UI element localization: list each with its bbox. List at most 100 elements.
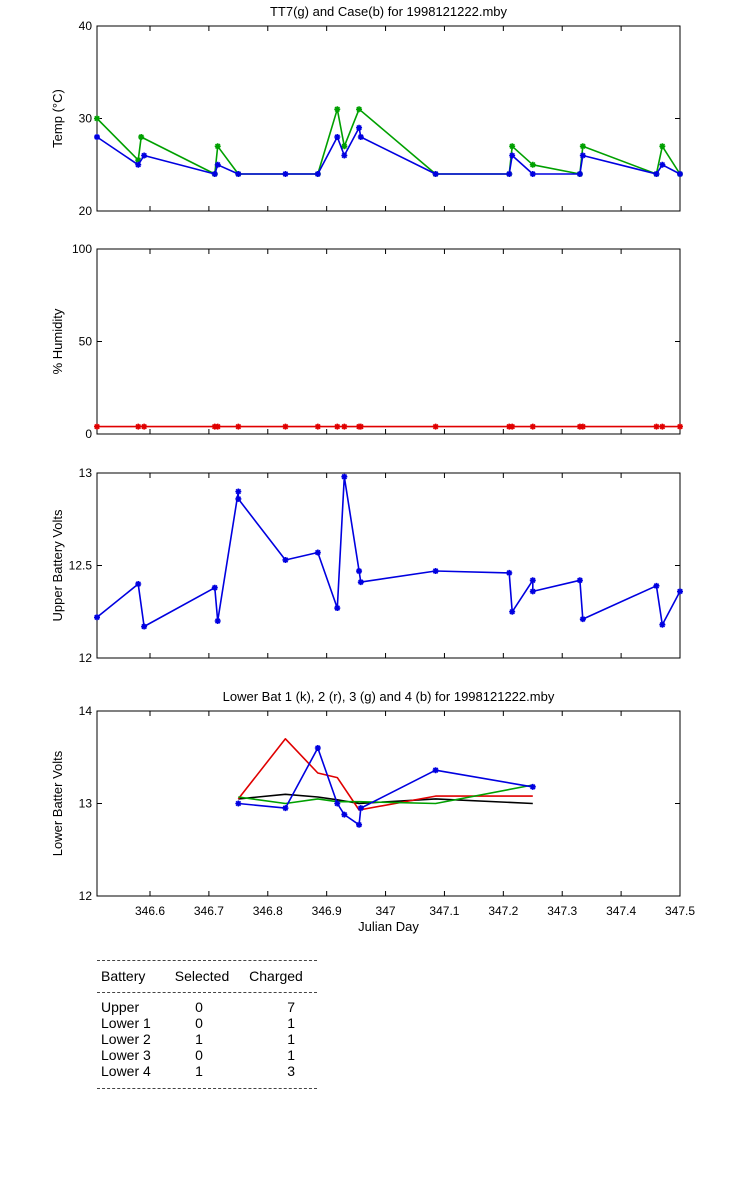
data-point bbox=[579, 152, 586, 159]
data-point bbox=[135, 161, 142, 168]
data-point bbox=[357, 134, 364, 140]
y-tick-label: 12 bbox=[79, 889, 93, 903]
table-row: Lower 3 0 1 bbox=[97, 1047, 317, 1063]
y-tick-label: 40 bbox=[79, 19, 93, 33]
y-tick-label: 0 bbox=[85, 427, 92, 441]
data-point bbox=[653, 582, 660, 589]
table-top-rule bbox=[97, 960, 317, 961]
x-tick-label: 346.8 bbox=[253, 904, 283, 918]
cell-battery: Lower 4 bbox=[101, 1063, 151, 1079]
data-point bbox=[282, 423, 289, 430]
data-point bbox=[509, 608, 516, 615]
data-point bbox=[334, 106, 341, 113]
table-row: Lower 1 0 1 bbox=[97, 1015, 317, 1031]
data-point bbox=[529, 423, 536, 430]
figure: 20 30 40 TT7(g) and Case(b) for 1998121222.… bbox=[50, 4, 695, 934]
data-point bbox=[677, 171, 683, 177]
chart-panel-1: 20 30 40 TT7(g) and Case(b) for 1998121222.… bbox=[50, 4, 683, 218]
data-point bbox=[314, 745, 321, 751]
data-point bbox=[357, 579, 364, 586]
data-point bbox=[94, 134, 100, 140]
series-blue bbox=[235, 745, 536, 828]
data-point bbox=[341, 423, 348, 430]
data-point bbox=[214, 423, 221, 430]
data-point bbox=[334, 423, 341, 430]
chart-title: TT7(g) and Case(b) for 1998121222.mby bbox=[270, 4, 508, 19]
data-point bbox=[94, 115, 100, 122]
y-tick-label: 13 bbox=[79, 797, 93, 811]
data-point bbox=[141, 152, 148, 159]
data-point bbox=[235, 495, 242, 502]
table-row: Lower 2 1 1 bbox=[97, 1031, 317, 1047]
data-point bbox=[314, 423, 321, 430]
data-point bbox=[341, 152, 348, 159]
data-point bbox=[529, 577, 536, 584]
cell-selected: 0 bbox=[195, 1015, 203, 1031]
data-point bbox=[529, 161, 536, 168]
y-tick-label: 12.5 bbox=[69, 559, 93, 573]
data-point bbox=[334, 800, 341, 807]
data-point bbox=[282, 805, 289, 812]
data-point bbox=[341, 811, 348, 818]
battery-table: Battery Selected Charged Upper 0 7 Lower… bbox=[97, 960, 317, 1089]
data-point bbox=[653, 171, 660, 177]
data-point bbox=[211, 171, 218, 177]
data-point bbox=[356, 124, 363, 131]
y-tick-label: 20 bbox=[79, 204, 93, 218]
data-point bbox=[282, 556, 289, 563]
data-point bbox=[94, 423, 100, 430]
data-point bbox=[432, 423, 439, 430]
x-tick-label: 347 bbox=[376, 904, 396, 918]
series-red bbox=[94, 423, 683, 430]
x-tick-label: 347.5 bbox=[665, 904, 695, 918]
x-tick-label: 347.2 bbox=[488, 904, 518, 918]
chart-panel-2: 0 50 100 % Humidity bbox=[50, 242, 683, 441]
data-point bbox=[235, 800, 242, 807]
series-blue bbox=[94, 124, 683, 177]
series-red bbox=[237, 737, 533, 811]
data-point bbox=[334, 605, 341, 612]
data-point bbox=[356, 568, 363, 575]
y-tick-label: 30 bbox=[79, 112, 93, 126]
data-point bbox=[576, 577, 583, 584]
data-point bbox=[235, 423, 242, 430]
series-black bbox=[238, 793, 533, 805]
data-point bbox=[432, 171, 439, 177]
data-point bbox=[235, 488, 242, 495]
data-point bbox=[509, 152, 516, 159]
table-bottom-rule bbox=[97, 1088, 317, 1089]
series-line bbox=[237, 737, 533, 811]
data-point bbox=[141, 623, 148, 630]
data-point bbox=[579, 423, 586, 430]
plot-frame bbox=[96, 25, 681, 212]
x-axis-label: Julian Day bbox=[358, 919, 419, 934]
chart-panel-3: 12 12.5 13 Upper Battery Volts bbox=[50, 466, 683, 665]
x-tick-label: 346.7 bbox=[194, 904, 224, 918]
cell-battery: Lower 2 bbox=[101, 1031, 151, 1047]
data-point bbox=[314, 171, 321, 177]
plot-frame bbox=[96, 472, 681, 659]
plot-frame bbox=[96, 248, 681, 435]
data-point bbox=[135, 581, 142, 587]
cell-charged: 1 bbox=[287, 1047, 295, 1063]
y-axis-label: % Humidity bbox=[50, 308, 65, 374]
data-point bbox=[356, 821, 363, 828]
cell-charged: 1 bbox=[287, 1031, 295, 1047]
data-point bbox=[135, 157, 142, 164]
data-point bbox=[141, 423, 148, 430]
data-point bbox=[282, 171, 289, 177]
cell-charged: 1 bbox=[287, 1015, 295, 1031]
x-tick-label: 346.9 bbox=[312, 904, 342, 918]
cell-selected: 1 bbox=[195, 1063, 203, 1079]
y-tick-label: 50 bbox=[79, 335, 93, 349]
y-axis-label: Temp (°C) bbox=[50, 89, 65, 148]
data-point bbox=[94, 614, 100, 621]
chart-title: Lower Bat 1 (k), 2 (r), 3 (g) and 4 (b) … bbox=[223, 689, 555, 704]
data-point bbox=[214, 161, 221, 168]
data-point bbox=[214, 618, 221, 624]
data-point bbox=[506, 171, 513, 177]
data-point bbox=[659, 621, 666, 628]
cell-battery: Lower 3 bbox=[101, 1047, 151, 1063]
x-tick-label: 347.1 bbox=[429, 904, 459, 918]
data-point bbox=[509, 423, 516, 430]
